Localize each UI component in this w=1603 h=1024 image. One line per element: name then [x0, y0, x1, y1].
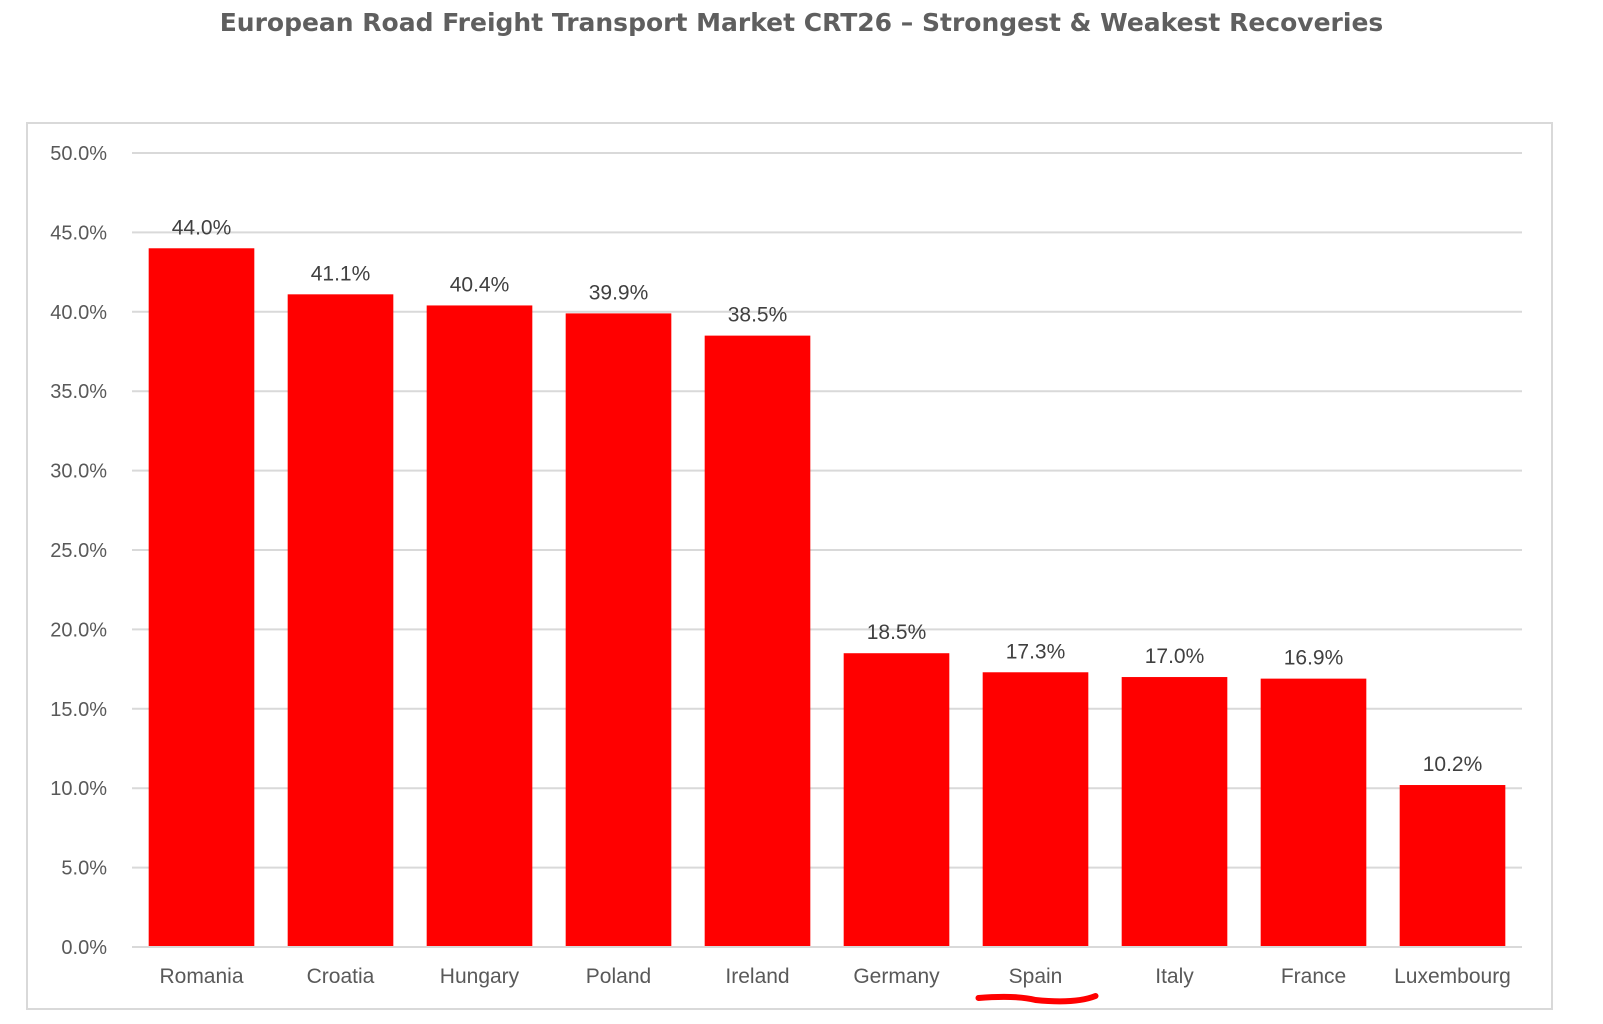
data-label: 16.9% — [1284, 647, 1344, 670]
x-tick-label: Spain — [1009, 965, 1063, 988]
bar — [843, 653, 950, 947]
x-tick-label: Hungary — [440, 965, 520, 988]
y-tick-label: 25.0% — [50, 540, 107, 562]
data-label: 38.5% — [728, 304, 788, 327]
y-tick-label: 10.0% — [50, 778, 107, 800]
bar — [1399, 785, 1506, 947]
bar — [704, 335, 811, 947]
x-tick-label: Romania — [159, 965, 243, 988]
data-label: 41.1% — [311, 262, 371, 285]
x-tick-label: Luxembourg — [1394, 965, 1511, 988]
chart-title: European Road Freight Transport Market C… — [219, 8, 1384, 37]
data-label: 18.5% — [867, 621, 927, 644]
data-label: 39.9% — [589, 281, 649, 304]
x-tick-label: Italy — [1155, 965, 1194, 988]
y-tick-label: 45.0% — [50, 222, 107, 244]
y-tick-label: 15.0% — [50, 699, 107, 721]
y-tick-label: 35.0% — [50, 381, 107, 403]
x-tick-label: Croatia — [307, 965, 375, 988]
bar — [565, 313, 672, 947]
bar — [1260, 678, 1367, 947]
data-label: 40.4% — [450, 273, 510, 296]
bar — [287, 294, 394, 947]
data-label: 10.2% — [1423, 753, 1483, 776]
data-label: 44.0% — [172, 216, 232, 239]
x-tick-label: Poland — [586, 965, 651, 988]
x-tick-label: Germany — [853, 965, 940, 988]
y-tick-label: 50.0% — [50, 143, 107, 165]
x-tick-label: France — [1281, 965, 1346, 988]
y-tick-label: 40.0% — [50, 302, 107, 324]
data-label: 17.3% — [1006, 640, 1066, 663]
y-tick-label: 5.0% — [61, 858, 107, 880]
bar — [1121, 677, 1228, 947]
x-tick-label: Ireland — [725, 965, 789, 988]
bar — [982, 672, 1089, 947]
bar — [426, 305, 533, 947]
highlight-underline — [975, 993, 1099, 1005]
bar — [148, 248, 255, 947]
data-label: 17.0% — [1145, 645, 1205, 668]
y-tick-label: 30.0% — [50, 461, 107, 483]
y-tick-label: 0.0% — [61, 937, 107, 959]
y-tick-label: 20.0% — [50, 619, 107, 641]
chart-frame — [26, 122, 1553, 1010]
